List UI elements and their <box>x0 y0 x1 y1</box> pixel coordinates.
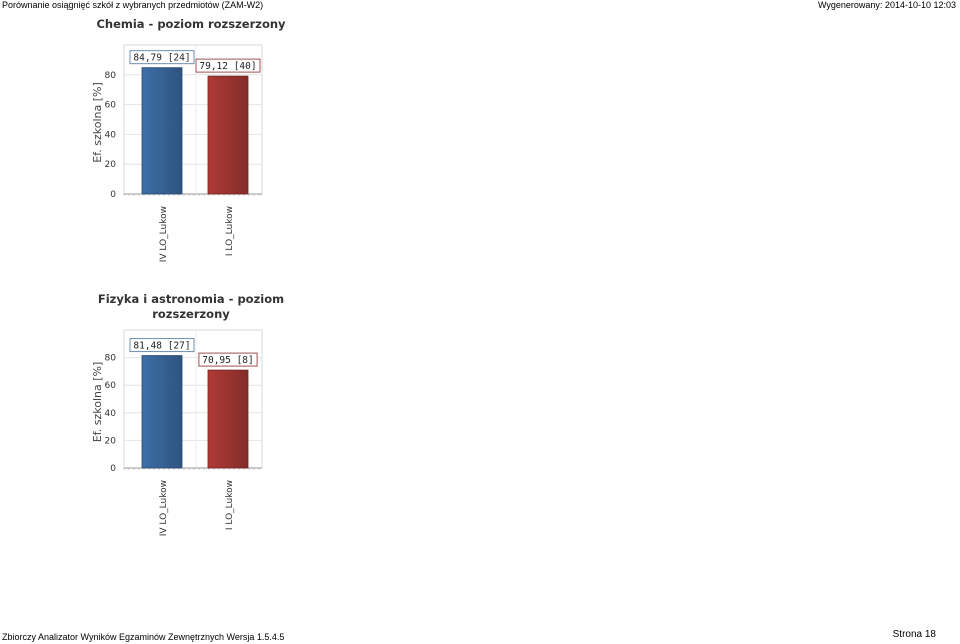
chart-title: rozszerzony <box>152 307 230 321</box>
y-tick-label: 40 <box>105 409 117 419</box>
y-tick-label: 60 <box>105 381 117 391</box>
data-label: 84,79 [24] <box>133 53 190 64</box>
y-tick-label: 0 <box>110 464 116 474</box>
bar <box>141 355 183 469</box>
bar <box>141 67 183 195</box>
data-label-box <box>129 50 195 65</box>
data-label-box <box>129 338 195 353</box>
data-label-box <box>198 352 258 367</box>
category-label: IV LO_Lukow <box>159 480 169 536</box>
y-tick-label: 80 <box>105 354 117 364</box>
report-title: Porównanie osiągnięć szkół z wybranych p… <box>2 0 264 10</box>
page-number: Strona 18 <box>892 629 936 640</box>
chart-title: Fizyka i astronomia - poziom <box>98 292 284 306</box>
y-tick-label: 20 <box>105 436 117 446</box>
bar <box>207 75 249 195</box>
data-label: 81,48 [27] <box>133 341 190 352</box>
y-tick-label: 60 <box>105 101 117 111</box>
bar-chart-svg: Chemia - poziom rozszerzony 0 20 40 60 80Ef. … <box>91 17 286 262</box>
category-label: IV LO_Lukow <box>159 206 169 262</box>
category-label: I LO_Lukow <box>225 206 235 256</box>
category-label: I LO_Lukow <box>225 480 235 530</box>
data-label: 79,12 [40] <box>199 61 256 72</box>
y-tick-label: 20 <box>105 160 117 170</box>
bar <box>207 369 249 469</box>
generated-timestamp: Wygenerowany: 2014-10-10 12:03 <box>817 0 956 10</box>
y-axis-label: Ef. szkolna [%] <box>91 82 104 163</box>
y-tick-label: 0 <box>110 190 116 200</box>
y-tick-label: 80 <box>105 71 117 81</box>
chart-fizyka: Fizyka i astronomia - poziom rozszerzony 0… <box>80 287 284 547</box>
chart-chemia: Chemia - poziom rozszerzony 0 20 40 60 80 Ef. … <box>80 12 286 272</box>
footer-app-version: Zbiorczy Analizator Wyników Egzaminów Ze… <box>2 632 285 642</box>
data-label: 70,95 [8] <box>202 355 253 366</box>
y-tick-label: 40 <box>105 130 117 140</box>
data-label-box <box>195 58 261 73</box>
chart-title: Chemia - poziom rozszerzony <box>96 17 286 31</box>
y-axis-label: Ef. szkolna [%] <box>91 362 104 443</box>
